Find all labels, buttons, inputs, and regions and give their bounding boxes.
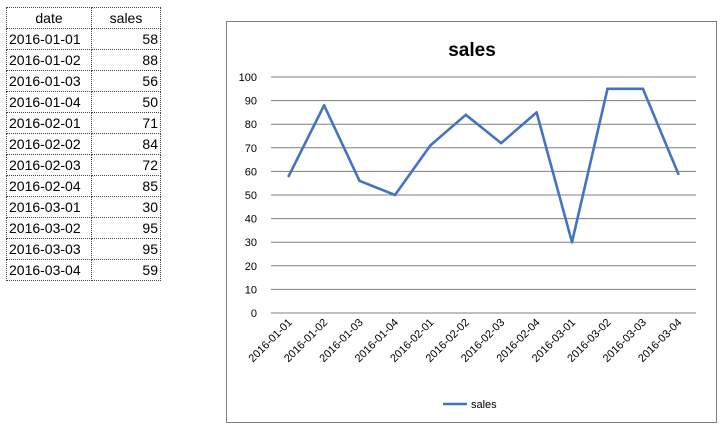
- table-row: 2016-03-01 30: [6, 196, 161, 218]
- table-row: 2016-01-02 88: [6, 49, 161, 71]
- data-point: [429, 144, 432, 147]
- data-point: [358, 179, 361, 183]
- table-row: 2016-01-03 56: [6, 70, 161, 92]
- cell-sales[interactable]: 84: [91, 133, 161, 155]
- y-tick-label: 20: [245, 261, 257, 273]
- chart-area[interactable]: sales 0 10 20 30 40 50 60 70 80 90 100 2016-01-01 2…: [226, 21, 717, 423]
- cell-date[interactable]: 2016-01-03: [6, 70, 92, 92]
- data-point: [499, 141, 503, 145]
- cell-date[interactable]: 2016-02-01: [6, 112, 92, 134]
- cell-sales[interactable]: 30: [91, 196, 161, 218]
- series-line-sales: [287, 87, 680, 244]
- data-point: [322, 104, 326, 107]
- cell-sales[interactable]: 71: [91, 112, 161, 134]
- table-row: 2016-02-03 72: [6, 154, 161, 176]
- cell-sales[interactable]: 59: [91, 259, 161, 281]
- data-point: [287, 174, 291, 178]
- cell-sales[interactable]: 88: [91, 49, 161, 71]
- cell-date[interactable]: 2016-02-04: [6, 175, 92, 197]
- cell-sales[interactable]: 95: [91, 238, 161, 260]
- data-point: [641, 87, 645, 91]
- cell-sales[interactable]: 50: [91, 91, 161, 113]
- data-point: [535, 111, 538, 114]
- cell-sales[interactable]: 95: [91, 217, 161, 239]
- y-tick-label: 80: [245, 119, 257, 131]
- y-tick-label: 90: [245, 96, 257, 108]
- table-row: 2016-01-01 58: [6, 28, 161, 50]
- table-row: 2016-03-02 95: [6, 217, 161, 239]
- legend-label: sales: [471, 399, 497, 411]
- cell-date[interactable]: 2016-02-02: [6, 133, 92, 155]
- cell-date[interactable]: 2016-03-01: [6, 196, 92, 218]
- table-row: 2016-01-04 50: [6, 91, 161, 113]
- cell-sales[interactable]: 72: [91, 154, 161, 176]
- header-sales[interactable]: sales: [91, 7, 161, 29]
- data-point: [570, 240, 574, 244]
- table-row: 2016-03-04 59: [6, 259, 161, 281]
- y-tick-label: 0: [251, 308, 257, 320]
- header-date[interactable]: date: [6, 7, 92, 29]
- cell-sales[interactable]: 58: [91, 28, 161, 50]
- table-row: 2016-02-01 71: [6, 112, 161, 134]
- chart-title: sales: [448, 40, 496, 61]
- cell-date[interactable]: 2016-03-02: [6, 217, 92, 239]
- cell-sales[interactable]: 85: [91, 175, 161, 197]
- cell-date[interactable]: 2016-01-01: [6, 28, 92, 50]
- table-row: 2016-03-03 95: [6, 238, 161, 260]
- y-tick-label: 100: [239, 72, 257, 84]
- cell-date[interactable]: 2016-03-04: [6, 259, 92, 281]
- data-point: [606, 87, 609, 91]
- y-tick-label: 50: [245, 190, 257, 202]
- y-tick-label: 10: [245, 284, 257, 296]
- table-header-row: date sales: [6, 7, 161, 29]
- cell-date[interactable]: 2016-01-02: [6, 49, 92, 71]
- cell-sales[interactable]: 56: [91, 70, 161, 92]
- cell-date[interactable]: 2016-03-03: [6, 238, 92, 260]
- y-tick-label: 30: [245, 237, 257, 249]
- y-tick-label: 60: [245, 166, 257, 178]
- y-tick-label: 40: [245, 214, 257, 226]
- cell-date[interactable]: 2016-01-04: [6, 91, 92, 113]
- data-table: date sales 2016-01-01 58 2016-01-02 88 2016-01…: [6, 7, 161, 281]
- table-row: 2016-02-04 85: [6, 175, 161, 197]
- cell-date[interactable]: 2016-02-03: [6, 154, 92, 176]
- data-point: [464, 113, 468, 117]
- data-point: [676, 172, 680, 176]
- table-row: 2016-02-02 84: [6, 133, 161, 155]
- y-tick-label: 70: [245, 143, 257, 155]
- data-point: [393, 193, 397, 197]
